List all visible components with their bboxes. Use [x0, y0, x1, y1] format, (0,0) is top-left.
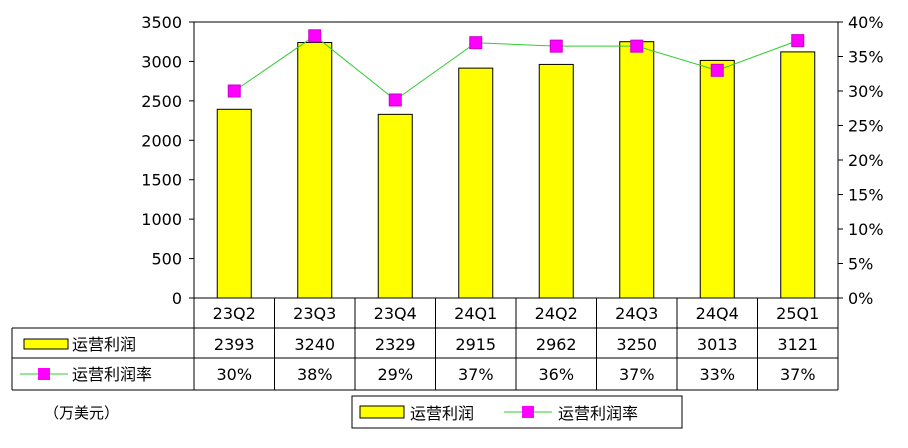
marker-24Q3 — [630, 39, 644, 53]
table-cell: 36% — [538, 365, 574, 384]
bar-series — [216, 41, 816, 299]
bar-24Q3 — [619, 41, 655, 299]
right-axis-tick-label: 35% — [848, 48, 884, 67]
table-cell: 29% — [377, 365, 413, 384]
left-axis-tick-label: 0 — [172, 289, 182, 308]
margin-line — [233, 35, 798, 101]
bar-23Q2 — [216, 108, 252, 299]
plot-border — [193, 21, 839, 299]
category-label: 23Q3 — [293, 304, 336, 323]
table-cell: 2915 — [455, 335, 496, 354]
table-cell: 2393 — [214, 335, 255, 354]
right-axis-tick-label: 20% — [848, 151, 884, 170]
left-axis-tick-label: 2500 — [141, 92, 182, 111]
marker-25Q1 — [791, 34, 805, 48]
table-cell: 2962 — [536, 335, 577, 354]
left-axis-tick-label: 500 — [151, 250, 182, 269]
table-row-label: 运营利润 — [72, 335, 136, 354]
table-cell: 37% — [780, 365, 816, 384]
category-label: 23Q4 — [374, 304, 417, 323]
category-label: 24Q1 — [454, 304, 497, 323]
right-axis: 0% 5% 10% 15% 20% 25% 30% 35% 40% — [838, 13, 884, 308]
legend-marker-swatch — [522, 406, 534, 418]
table-cell: 38% — [297, 365, 333, 384]
marker-24Q2 — [549, 39, 563, 53]
right-axis-tick-label: 15% — [848, 186, 884, 205]
right-axis-tick-label: 0% — [848, 289, 873, 308]
left-axis-tick-label: 3500 — [141, 13, 182, 32]
left-axis-tick-label: 1500 — [141, 171, 182, 190]
right-axis-tick-label: 10% — [848, 220, 884, 239]
left-axis-tick-label: 1000 — [141, 210, 182, 229]
category-label: 24Q3 — [615, 304, 658, 323]
legend-label: 运营利润 — [410, 404, 474, 423]
left-axis-tick-label: 2000 — [141, 131, 182, 150]
table-cell: 3240 — [294, 335, 335, 354]
table-row-label: 运营利润率 — [72, 365, 152, 384]
bar-25Q1 — [780, 51, 816, 299]
right-axis-tick-label: 40% — [848, 13, 884, 32]
bar-24Q2 — [538, 63, 574, 299]
marker-23Q2 — [227, 84, 241, 98]
table-cell: 33% — [699, 365, 735, 384]
legend-label: 运营利润率 — [558, 404, 638, 423]
left-axis-tick-label: 3000 — [141, 52, 182, 71]
category-label: 24Q2 — [535, 304, 578, 323]
category-label: 24Q4 — [696, 304, 739, 323]
category-label: 23Q2 — [213, 304, 256, 323]
table-cell: 3121 — [777, 335, 818, 354]
table-cell: 37% — [458, 365, 494, 384]
table-marker-key — [38, 368, 50, 380]
bar-23Q4 — [377, 113, 413, 299]
table-cell: 2329 — [375, 335, 416, 354]
table-bar-key — [23, 338, 69, 350]
plot-area — [193, 21, 839, 299]
right-axis-tick-label: 5% — [848, 255, 873, 274]
data-table: 23Q2 23Q3 23Q4 24Q1 24Q2 24Q3 24Q4 25Q1 运营利润 2393… — [11, 297, 839, 391]
right-axis-tick-label: 25% — [848, 117, 884, 136]
right-axis-tick-label: 30% — [848, 82, 884, 101]
bar-24Q4 — [699, 59, 735, 299]
unit-note: （万美元） — [44, 404, 119, 422]
marker-24Q1 — [469, 36, 483, 50]
left-axis: 0 500 1000 1500 2000 2500 3000 3500 — [141, 13, 194, 308]
bar-24Q1 — [458, 67, 494, 299]
category-label: 25Q1 — [776, 304, 819, 323]
bar-23Q3 — [297, 42, 333, 299]
marker-24Q4 — [710, 63, 724, 77]
legend: 运营利润 运营利润率 — [351, 395, 683, 429]
table-cell: 3250 — [616, 335, 657, 354]
marker-23Q3 — [308, 29, 322, 43]
table-cell: 30% — [216, 365, 252, 384]
marker-23Q4 — [388, 93, 402, 107]
legend-bar-swatch — [359, 405, 405, 419]
line-series — [227, 29, 805, 107]
table-cell: 37% — [619, 365, 655, 384]
table-cell: 3013 — [697, 335, 738, 354]
